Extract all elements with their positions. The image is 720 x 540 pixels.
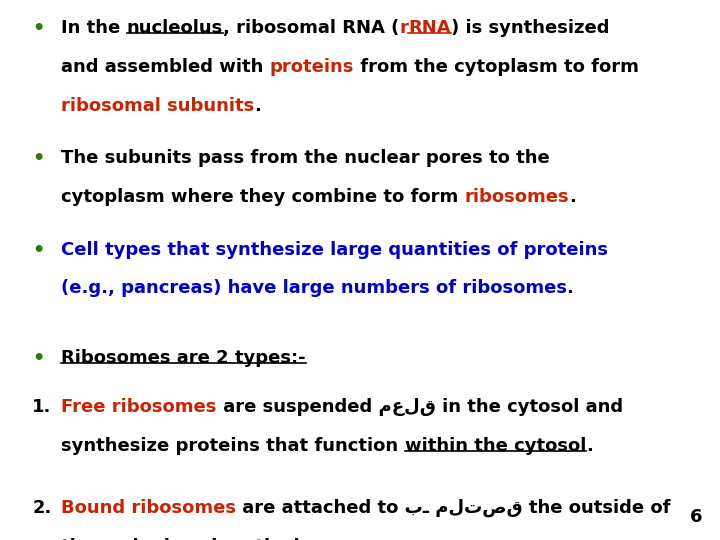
Text: •: • — [32, 149, 45, 168]
Text: •: • — [32, 349, 45, 368]
Text: , ribosomal RNA (: , ribosomal RNA ( — [223, 19, 400, 37]
Text: •: • — [32, 19, 45, 38]
Text: are attached to بـ ملتصق the outside of: are attached to بـ ملتصق the outside of — [236, 499, 671, 517]
Text: nucleolus: nucleolus — [127, 19, 223, 37]
Text: from the cytoplasm to form: from the cytoplasm to form — [354, 58, 639, 76]
Text: (e.g., pancreas) have large numbers of ribosomes.: (e.g., pancreas) have large numbers of r… — [61, 279, 574, 298]
Text: Bound ribosomes: Bound ribosomes — [61, 499, 236, 517]
Text: 1.: 1. — [32, 398, 52, 416]
Text: .: . — [570, 188, 576, 206]
Text: Ribosomes are 2 types:-: Ribosomes are 2 types:- — [61, 349, 306, 367]
Text: ) is synthesized: ) is synthesized — [451, 19, 609, 37]
Text: •: • — [32, 240, 45, 260]
Text: are suspended معلق in the cytosol and: are suspended معلق in the cytosol and — [217, 398, 623, 416]
Text: and assembled with: and assembled with — [61, 58, 270, 76]
Text: .: . — [254, 97, 261, 114]
Text: .: . — [586, 437, 593, 455]
Text: 2.: 2. — [32, 499, 52, 517]
Text: RNA: RNA — [408, 19, 451, 37]
Text: the endoplasmic reticulum.: the endoplasmic reticulum. — [61, 538, 338, 540]
Text: proteins: proteins — [270, 58, 354, 76]
Text: Cell types that synthesize large quantities of proteins: Cell types that synthesize large quantit… — [61, 240, 608, 259]
Text: within the cytosol: within the cytosol — [405, 437, 586, 455]
Text: synthesize proteins that function: synthesize proteins that function — [61, 437, 405, 455]
Text: In the: In the — [61, 19, 127, 37]
Text: cytoplasm where they combine to form: cytoplasm where they combine to form — [61, 188, 464, 206]
Text: Free ribosomes: Free ribosomes — [61, 398, 217, 416]
Text: r: r — [400, 19, 408, 37]
Text: 6: 6 — [690, 509, 702, 526]
Text: The subunits pass from the nuclear pores to the: The subunits pass from the nuclear pores… — [61, 149, 550, 167]
Text: ribosomes: ribosomes — [464, 188, 570, 206]
Text: ribosomal subunits: ribosomal subunits — [61, 97, 254, 114]
